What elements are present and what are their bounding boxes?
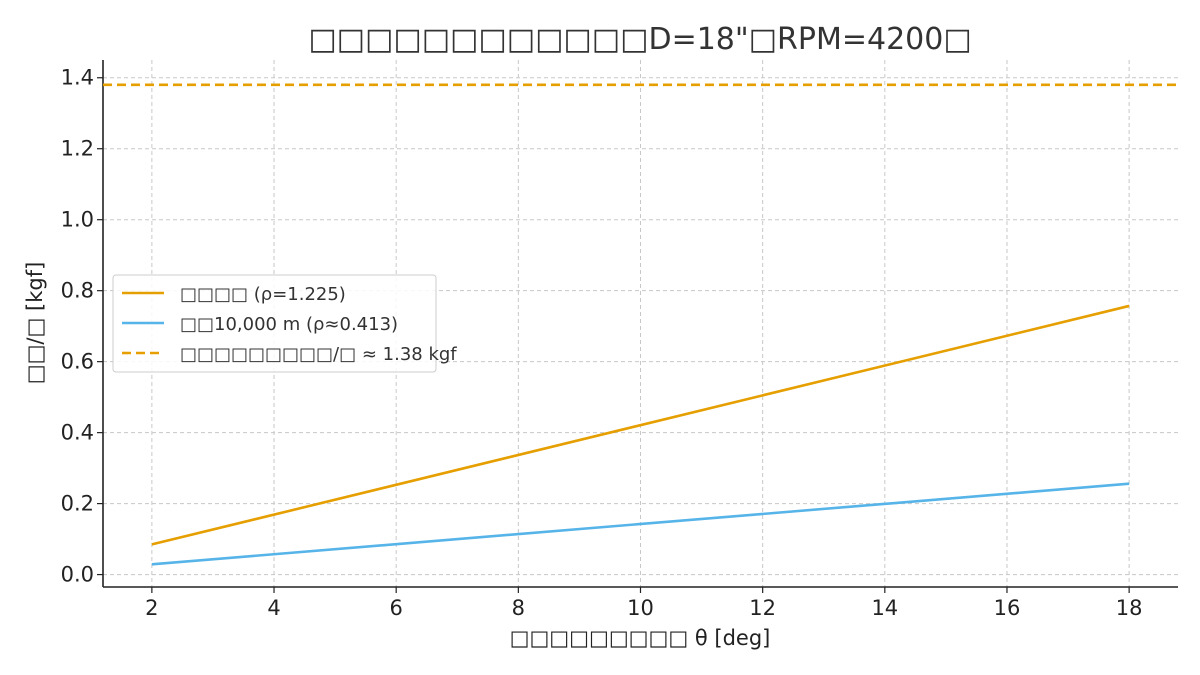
y-tick-label: 0.6 xyxy=(61,350,94,374)
chart-title: □□□□□□□□□□□□D=18"□RPM=4200□ xyxy=(308,22,971,57)
y-tick-label: 1.2 xyxy=(61,137,94,161)
legend-label-required: □□□□□□□□□/□ ≈ 1.38 kgf xyxy=(180,344,457,365)
x-tick-label: 6 xyxy=(389,596,402,620)
series-line-10000m xyxy=(151,482,1130,566)
series xyxy=(103,83,1178,566)
legend: □□□□ (ρ=1.225) □□10,000 m (ρ≈0.413) □□□□… xyxy=(112,274,457,373)
y-tick-label: 0.2 xyxy=(61,492,94,516)
x-tick-label: 18 xyxy=(1116,596,1143,620)
x-axis-label: □□□□□□□□□ θ [deg] xyxy=(510,626,771,650)
ticks: 2 4 6 8 10 12 14 16 18 0.0 0.2 0.4 0.6 0.8 1.0 1.2 1.4 xyxy=(61,66,1143,620)
legend-label-sea-level: □□□□ (ρ=1.225) xyxy=(180,284,346,305)
y-tick-label: 0.8 xyxy=(61,279,94,303)
x-tick-label: 14 xyxy=(871,596,898,620)
grid xyxy=(103,60,1178,587)
x-tick-label: 12 xyxy=(749,596,776,620)
x-tick-label: 10 xyxy=(627,596,654,620)
y-tick-label: 0.0 xyxy=(61,563,94,587)
x-tick-label: 16 xyxy=(994,596,1021,620)
y-tick-label: 1.4 xyxy=(61,66,94,90)
legend-label-10000m: □□10,000 m (ρ≈0.413) xyxy=(180,314,398,335)
x-tick-label: 2 xyxy=(145,596,158,620)
y-axis-label: □□/□ [kgf] xyxy=(23,262,47,385)
x-tick-label: 8 xyxy=(512,596,525,620)
series-line-sea-level xyxy=(151,304,1130,546)
y-tick-label: 0.4 xyxy=(61,421,94,445)
legend-box xyxy=(112,274,437,373)
y-tick-label: 1.0 xyxy=(61,208,94,232)
x-tick-label: 4 xyxy=(267,596,280,620)
